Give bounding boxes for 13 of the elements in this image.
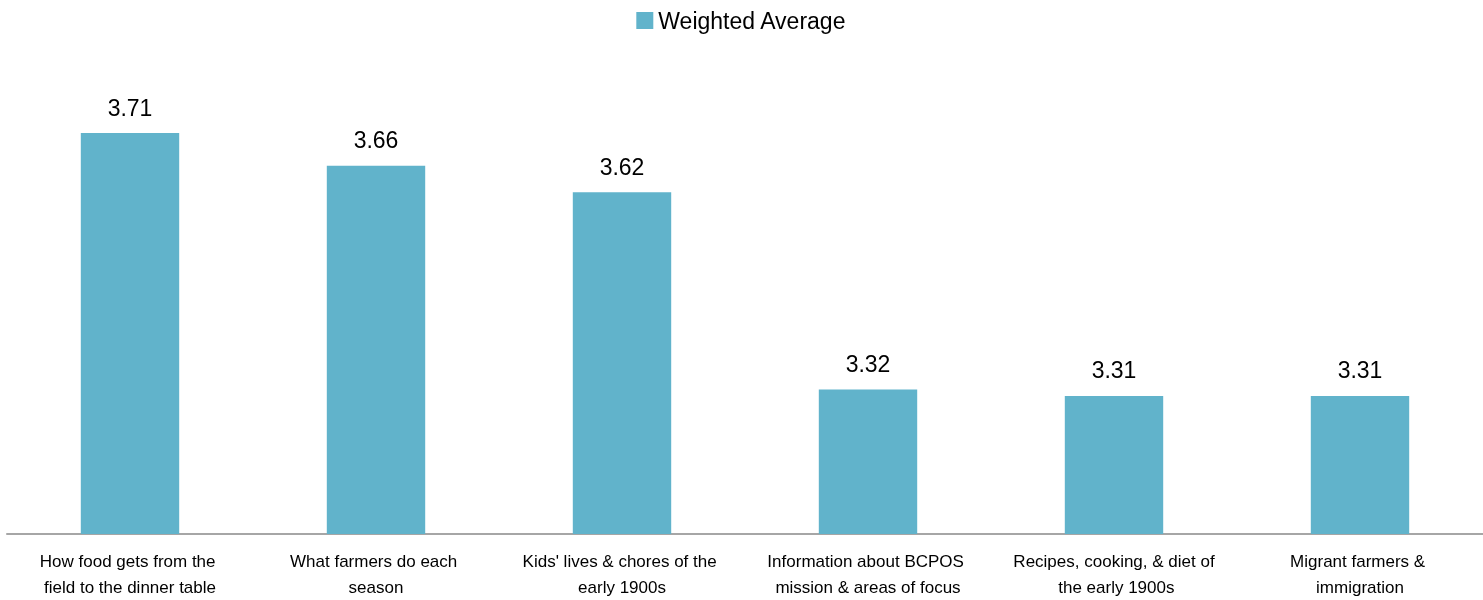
x-tick-label: How food gets from the field to the dinner table [39,551,221,597]
legend-label: Weighted Average [658,7,846,34]
data-label: 3.32 [845,350,891,377]
x-tick-label: Kids' lives & chores of the early 1900s [522,551,722,597]
x-tick-label: Recipes, cooking, & diet of the early 1900s [1013,551,1215,597]
x-tick-label: What farmers do each season [290,551,462,597]
data-label: 3.31 [1337,357,1383,384]
data-label: 3.31 [1091,357,1137,384]
data-label: 3.62 [599,153,645,180]
x-tick-label: Migrant farmers & immigration [1290,551,1430,597]
data-label: 3.66 [353,127,399,154]
data-label: 3.71 [107,94,153,121]
x-tick-label: Information about BCPOS mission & areas of focus [767,551,969,597]
